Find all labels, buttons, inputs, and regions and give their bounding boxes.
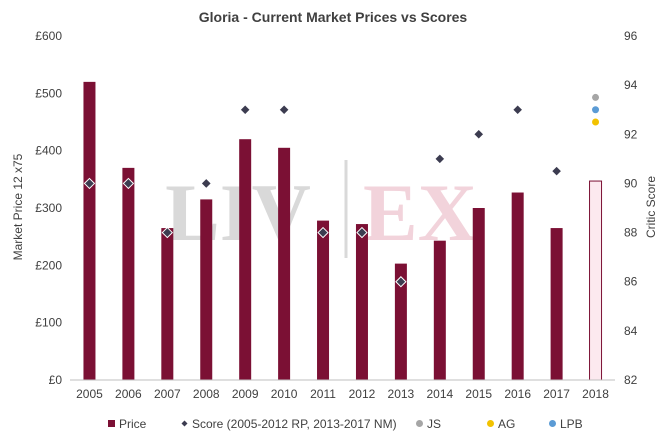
x-tick-label: 2014 <box>426 387 453 401</box>
critic-point <box>592 106 600 114</box>
price-bar <box>83 81 96 380</box>
x-tick-label: 2008 <box>193 387 220 401</box>
x-tick-label: 2009 <box>232 387 259 401</box>
y-left-tick-label: £100 <box>35 316 62 330</box>
x-tick-label: 2010 <box>271 387 298 401</box>
score-marker <box>122 177 135 190</box>
legend-label: Price <box>119 417 147 431</box>
price-bar <box>394 263 407 380</box>
critic-point <box>592 93 600 101</box>
x-tick-label: 2015 <box>465 387 492 401</box>
y-axis-left-ticks: £0 £100 £200 £300 £400 £500 £600 <box>35 29 62 387</box>
watermark-text: EX <box>363 167 477 258</box>
price-bar <box>433 240 446 380</box>
score-marker <box>550 165 563 177</box>
y-left-tick-label: £400 <box>35 144 62 158</box>
price-bar <box>355 224 368 380</box>
y-axis-right-label: Critic Score <box>644 176 658 238</box>
x-tick-label: 2016 <box>504 387 531 401</box>
score-marker <box>434 153 446 165</box>
score-marker <box>200 177 212 190</box>
legend-swatch <box>108 420 115 427</box>
score-marker <box>83 177 96 190</box>
legend-swatch <box>487 420 494 427</box>
legend-swatch <box>549 420 556 427</box>
y-right-tick-label: 92 <box>624 127 638 141</box>
score-marker <box>395 276 407 288</box>
x-tick-label: 2005 <box>76 387 103 401</box>
x-tick-label: 2013 <box>388 387 415 401</box>
score-marker <box>511 104 524 116</box>
chart-title: Gloria - Current Market Prices vs Scores <box>199 9 468 25</box>
y-left-tick-label: £200 <box>35 258 62 272</box>
price-bar <box>239 139 252 380</box>
y-axis-right-ticks: 82 84 86 88 90 92 94 96 <box>624 29 638 387</box>
y-right-tick-label: 96 <box>624 29 638 43</box>
score-marker <box>356 226 368 239</box>
y-left-tick-label: £300 <box>35 201 62 215</box>
y-axis-left-label: Market Price 12 x75 <box>11 153 25 260</box>
score-marker <box>239 104 251 116</box>
y-right-tick-label: 88 <box>624 226 638 240</box>
price-bar <box>550 228 563 380</box>
y-right-tick-label: 84 <box>624 324 638 338</box>
y-right-tick-label: 90 <box>624 176 638 190</box>
legend-swatch <box>181 420 188 427</box>
score-marker <box>317 226 329 239</box>
x-axis-ticks: 2005 2006 2007 2008 2009 2010 2011 2012 2013 2014… <box>76 387 609 401</box>
legend-label: AG <box>498 417 515 431</box>
price-bar <box>472 208 485 380</box>
y-right-tick-label: 82 <box>624 373 638 387</box>
score-marker <box>161 226 174 239</box>
x-tick-label: 2017 <box>543 387 570 401</box>
price-bar <box>122 167 135 380</box>
x-tick-label: 2006 <box>115 387 142 401</box>
price-bar <box>317 220 330 380</box>
price-bar <box>511 192 524 380</box>
legend-label: Score (2005-2012 RP, 2013-2017 NM) <box>192 417 397 431</box>
score-marker <box>278 104 290 116</box>
score-markers <box>83 93 600 288</box>
x-tick-label: 2012 <box>349 387 376 401</box>
x-tick-label: 2011 <box>310 387 336 401</box>
legend-label: LPB <box>560 417 583 431</box>
y-right-tick-label: 94 <box>624 78 638 92</box>
legend-swatch <box>416 420 423 427</box>
price-bar <box>161 228 174 380</box>
x-tick-label: 2007 <box>154 387 181 401</box>
y-left-tick-label: £0 <box>49 373 63 387</box>
y-left-tick-label: £500 <box>35 86 62 100</box>
legend: Price Score (2005-2012 RP, 2013-2017 NM) J… <box>108 417 583 431</box>
critic-point <box>592 118 600 126</box>
score-marker <box>473 128 485 140</box>
legend-label: JS <box>427 417 441 431</box>
x-tick-label: 2018 <box>582 387 609 401</box>
y-left-tick-label: £600 <box>35 29 62 43</box>
price-bar <box>278 147 291 380</box>
price-bar <box>589 180 603 381</box>
price-bars <box>83 81 603 381</box>
y-right-tick-label: 86 <box>624 275 638 289</box>
price-bar <box>200 199 213 380</box>
